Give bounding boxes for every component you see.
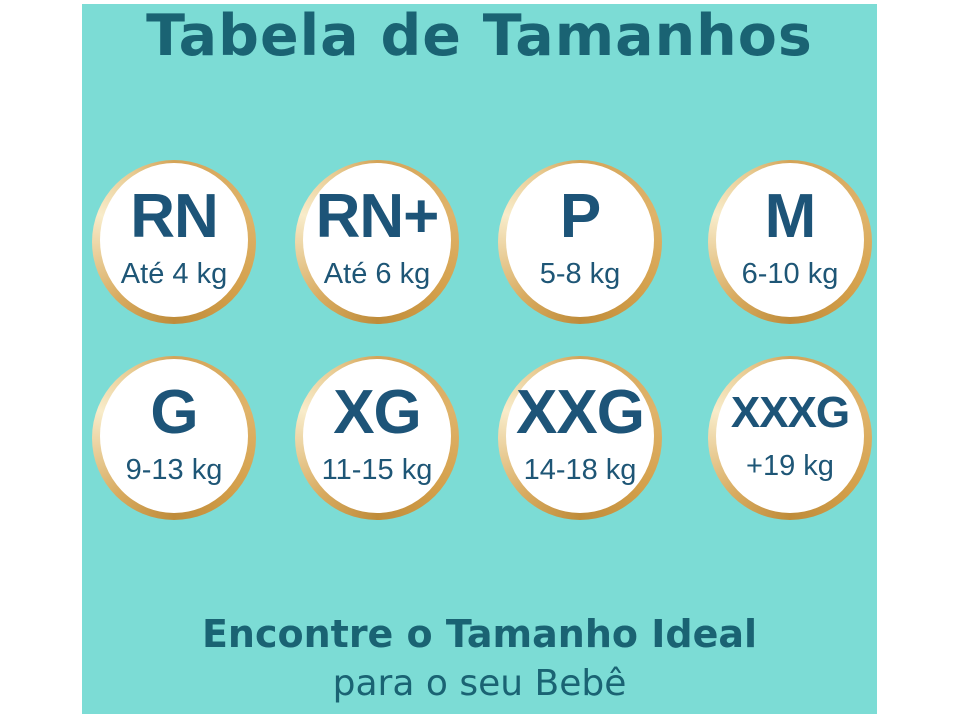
size-label: M xyxy=(764,182,817,252)
size-circle-rn-plus: RN+ Até 6 kg xyxy=(295,160,459,324)
weight-range: +19 kg xyxy=(746,450,834,483)
size-circle-inner: XG 11-15 kg xyxy=(303,359,451,513)
size-label: XXXG xyxy=(730,387,850,437)
size-circle-g: G 9-13 kg xyxy=(92,356,256,520)
size-circle-m: M 6-10 kg xyxy=(708,160,872,324)
weight-range: 6-10 kg xyxy=(741,257,839,290)
size-label: G xyxy=(150,378,198,448)
size-circle-inner: RN Até 4 kg xyxy=(100,163,248,317)
size-circle-inner: XXG 14-18 kg xyxy=(506,359,654,513)
size-label: P xyxy=(559,182,601,252)
size-circle-p: P 5-8 kg xyxy=(498,160,662,324)
weight-range: 9-13 kg xyxy=(125,453,223,486)
size-circle-inner: XXXG +19 kg xyxy=(716,359,864,513)
weight-range: 14-18 kg xyxy=(523,453,637,486)
size-circle-inner: M 6-10 kg xyxy=(716,163,864,317)
size-circle-xxxg: XXXG +19 kg xyxy=(708,356,872,520)
size-circle-inner: G 9-13 kg xyxy=(100,359,248,513)
size-table-panel: Tabela de Tamanhos RN Até 4 kg RN+ Até 6… xyxy=(82,3,877,714)
size-label: XG xyxy=(333,378,422,448)
weight-range: Até 6 kg xyxy=(323,257,431,290)
size-circle-xxg: XXG 14-18 kg xyxy=(498,356,662,520)
size-circle-xg: XG 11-15 kg xyxy=(295,356,459,520)
size-label: RN xyxy=(130,182,219,252)
size-label: XXG xyxy=(516,378,645,448)
weight-range: 11-15 kg xyxy=(321,453,433,486)
footer-headline: Encontre o Tamanho Ideal xyxy=(201,612,758,656)
footer-subline: para o seu Bebê xyxy=(332,663,627,704)
weight-range: 5-8 kg xyxy=(539,257,621,290)
size-circle-inner: P 5-8 kg xyxy=(506,163,654,317)
size-circle-inner: RN+ Até 6 kg xyxy=(303,163,451,317)
size-label: RN+ xyxy=(315,182,440,252)
page-title: Tabela de Tamanhos xyxy=(146,3,813,69)
size-circle-rn: RN Até 4 kg xyxy=(92,160,256,324)
weight-range: Até 4 kg xyxy=(120,257,228,290)
